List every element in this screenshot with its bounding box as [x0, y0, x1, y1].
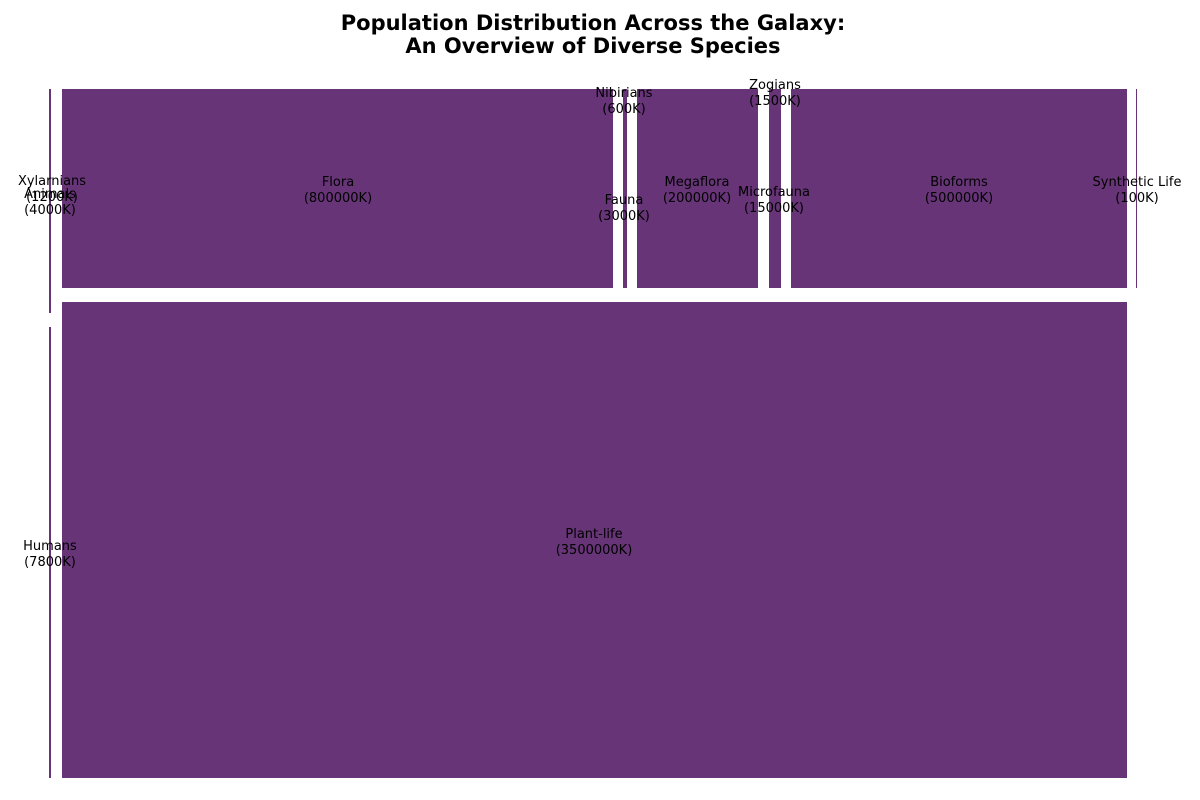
treemap-label-value: (100K): [1115, 191, 1158, 206]
treemap-label-value: (500000K): [925, 191, 993, 206]
treemap-cell-animals: [49, 89, 51, 313]
treemap-label-name: Zogians: [749, 78, 801, 93]
treemap-label-value: (15000K): [744, 201, 804, 216]
treemap-label-bioforms: Bioforms (500000K): [925, 175, 993, 206]
treemap-label-animals: Animals (4000K): [24, 187, 76, 218]
treemap-label-name: Humans: [23, 539, 77, 554]
treemap-label-name: Megaflora: [665, 175, 730, 190]
treemap-label-value: (800000K): [304, 191, 372, 206]
treemap-label-humans: Humans (7800K): [23, 539, 77, 570]
treemap-label-name: Synthetic Life: [1093, 175, 1182, 190]
treemap-cell-microfauna: [769, 108, 781, 288]
treemap-label-value: (3500000K): [556, 543, 633, 558]
treemap-cell-fauna: [623, 125, 627, 288]
treemap-label-value: (7800K): [24, 555, 76, 570]
treemap-cell-megaflora: [637, 89, 758, 288]
treemap-cell-zogians: [769, 89, 781, 108]
treemap-cell-plant-life: [62, 302, 1127, 778]
treemap-label-fauna: Fauna (3000K): [598, 193, 650, 224]
treemap-label-nibirians: Nibirians (600K): [595, 86, 652, 117]
treemap-cell-bioforms: [791, 89, 1127, 288]
treemap-label-name: Xylarnians: [18, 174, 86, 189]
treemap-label-value: (600K): [602, 102, 645, 117]
treemap-cell-humans: [49, 327, 51, 778]
treemap-label-value: (200000K): [663, 191, 731, 206]
treemap-cell-flora: [62, 89, 613, 288]
treemap-label-synthetic-life: Synthetic Life (100K): [1093, 175, 1182, 206]
treemap-cell-nibirians: [623, 89, 627, 125]
treemap-cell-synthetic-life: [1136, 89, 1137, 288]
treemap-label-name: Bioforms: [930, 175, 988, 190]
treemap-label-name: Nibirians: [595, 86, 652, 101]
treemap-label-value: (3000K): [598, 209, 650, 224]
treemap-label-value: (4000K): [24, 203, 76, 218]
treemap-label-value: (1500K): [749, 94, 801, 109]
treemap-label-microfauna: Microfauna (15000K): [738, 185, 810, 216]
treemap-label-megaflora: Megaflora (200000K): [663, 175, 731, 206]
treemap-label-name: Microfauna: [738, 185, 810, 200]
treemap-label-xylarnians: Xylarnians (1200K): [18, 174, 86, 205]
treemap-label-value: (1200K): [26, 190, 78, 205]
treemap-label-zogians: Zogians (1500K): [749, 78, 801, 109]
chart-title: Population Distribution Across the Galax…: [0, 12, 1186, 58]
chart-title-line-2: An Overview of Diverse Species: [405, 34, 781, 58]
treemap-label-flora: Flora (800000K): [304, 175, 372, 206]
chart-title-line-1: Population Distribution Across the Galax…: [340, 11, 846, 35]
treemap-label-name: Fauna: [605, 193, 644, 208]
treemap-label-name: Flora: [322, 175, 354, 190]
treemap-label-name: Plant-life: [565, 527, 622, 542]
treemap-label-plant-life: Plant-life (3500000K): [556, 527, 633, 558]
treemap-label-name: Animals: [24, 187, 76, 202]
